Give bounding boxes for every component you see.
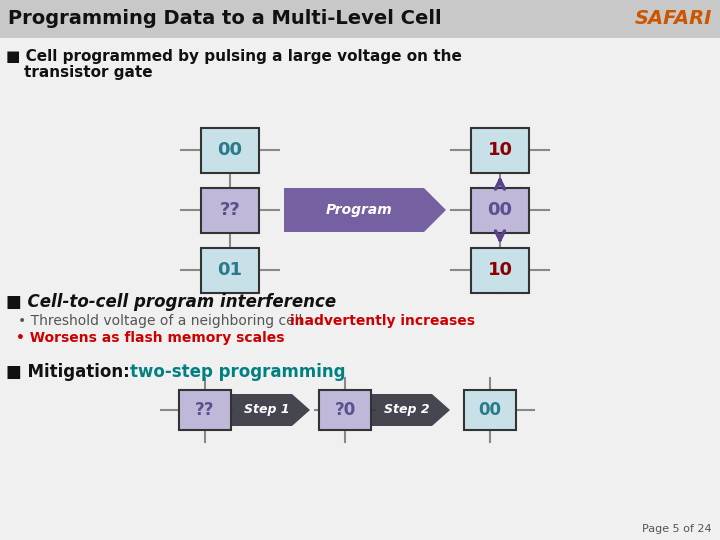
Text: ??: ?? <box>220 201 240 219</box>
Polygon shape <box>372 394 450 426</box>
Text: 00: 00 <box>487 201 513 219</box>
Bar <box>464 390 516 430</box>
Text: Programming Data to a Multi-Level Cell: Programming Data to a Multi-Level Cell <box>8 10 441 29</box>
Bar <box>471 187 529 233</box>
Text: Step 2: Step 2 <box>384 403 429 416</box>
Text: inadvertently increases: inadvertently increases <box>290 314 475 328</box>
Text: 00: 00 <box>217 141 243 159</box>
Text: ■ Cell-to-cell program interference: ■ Cell-to-cell program interference <box>6 293 336 311</box>
Bar <box>0 0 720 38</box>
Text: SAFARI: SAFARI <box>634 10 712 29</box>
Text: • Threshold voltage of a neighboring cell: • Threshold voltage of a neighboring cel… <box>18 314 307 328</box>
Text: transistor gate: transistor gate <box>24 65 153 80</box>
Bar <box>471 127 529 172</box>
Polygon shape <box>284 188 446 232</box>
Bar <box>201 247 259 293</box>
Text: ■ Mitigation:: ■ Mitigation: <box>6 363 135 381</box>
Bar <box>201 187 259 233</box>
Text: two-step programming: two-step programming <box>130 363 346 381</box>
Text: 10: 10 <box>487 261 513 279</box>
Text: Page 5 of 24: Page 5 of 24 <box>642 524 712 534</box>
Text: Program: Program <box>326 203 393 217</box>
Text: ?0: ?0 <box>334 401 356 419</box>
Text: • Worsens as flash memory scales: • Worsens as flash memory scales <box>16 331 284 345</box>
Polygon shape <box>232 394 310 426</box>
Text: 00: 00 <box>479 401 502 419</box>
Bar <box>179 390 231 430</box>
Text: 01: 01 <box>217 261 243 279</box>
Text: Step 1: Step 1 <box>243 403 289 416</box>
Bar <box>201 127 259 172</box>
Bar <box>319 390 371 430</box>
Text: ??: ?? <box>195 401 215 419</box>
Text: ■ Cell programmed by pulsing a large voltage on the: ■ Cell programmed by pulsing a large vol… <box>6 49 462 64</box>
Bar <box>471 247 529 293</box>
Text: 10: 10 <box>487 141 513 159</box>
